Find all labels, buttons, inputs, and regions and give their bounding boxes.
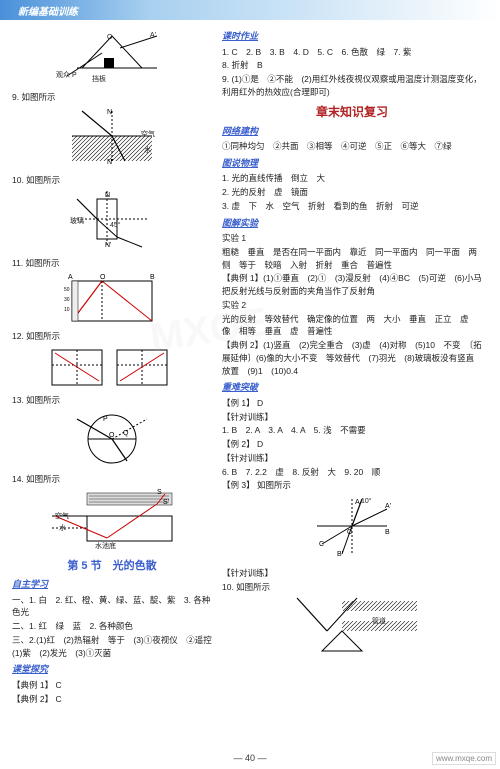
heading-ketang: 课堂探究 [12,663,212,677]
zn-l1: 【例 1】 D [222,397,482,410]
zn-h1: 【针对训练】 [222,411,482,424]
heading-tujie: 图解实验 [222,217,482,231]
label-shuichidi: 水池底 [95,542,116,553]
zn-l3: 【例 2】 D [222,438,482,451]
label-45: 45° [110,221,121,232]
svg-text:30: 30 [64,297,70,303]
svg-text:O: O [100,274,106,281]
content-columns: 观众 P 挡板 O A' 9. 如图所示 [0,20,500,706]
label-shui: 水 [144,146,151,157]
fig13-label: 13. 如图所示 [12,394,212,407]
svg-text:50: 50 [64,287,70,293]
label-Aprime: A' [150,31,156,42]
heading-tushuo: 图说物理 [222,157,482,171]
label-boli: 玻璃 [70,217,84,228]
ks1: 1. C 2. B 3. B 4. D 5. C 6. 色散 绿 7. 紫 [222,46,482,59]
zn-l5: 【例 3】 如图所示 [222,479,482,492]
zn-l6: 10. 如图所示 [222,581,482,594]
figure-14: O P Q [12,409,212,469]
label-guandao: 管道 [372,617,386,628]
title-review: 章末知识复习 [222,103,482,121]
sy1-b: 【典例 1】(1)①垂直 (2)① (3)漫反射 (4)④BC (5)可逆 (6… [222,272,482,298]
sec5-l4: 【典例 1】 C [12,679,212,692]
label-angle10: 10° [361,497,372,508]
figure-pipe-labels: 管道 [282,602,422,660]
ts3: 3. 虚 下 水 空气 折射 看到的鱼 折射 可逆 [222,200,482,213]
watermark-small: www.mxqe.com [432,752,496,765]
watermark-text: www.mxqe.com [436,754,492,763]
right-column: 课时作业 1. C 2. B 3. B 4. D 5. C 6. 色散 绿 7.… [222,26,482,706]
wl1: ①同种均匀 ②共面 ③相等 ④可逆 ⑤正 ⑥等大 ⑦绿 [222,140,482,153]
ts1: 1. 光的直线传播 倒立 大 [222,172,482,185]
heading-wangluo: 网络建构 [222,125,482,139]
zn-h3: 【针对训练】 [222,567,482,580]
sy1-t: 实验 1 [222,232,482,245]
svg-text:O: O [109,432,115,439]
fig12-label: 12. 如图所示 [12,330,212,343]
header-bar: 新编基础训练 [0,0,500,20]
sy2-t: 实验 2 [222,299,482,312]
figure-11-labels: 玻璃 45° [72,195,152,253]
sy2-a: 光的反射 等效替代 确定像的位置 两 大小 垂直 正立 虚 像 相等 垂直 虚 … [222,313,482,339]
sec5-l3: 三、2.(1)红 (2)热辐射 等于 (3)①夜视仪 ②遥控 (1)紫 (2)发… [12,634,212,660]
page-number: — 40 — [0,753,500,763]
figure-ex3-labels: 10° [307,499,397,563]
heading-zizhu: 自主学习 [12,578,212,592]
label-shui2: 水 [59,524,66,535]
label-kongqi: 空气 [141,130,155,141]
sec5-l1: 一、1. 白 2. 红、橙、黄、绿、蓝、靛、紫 3. 各种色光 [12,594,212,620]
header-title: 新编基础训练 [18,3,78,18]
sec5-l5: 【典例 2】 C [12,693,212,706]
fig11-label: 11. 如图所示 [12,257,212,270]
heading-zhongnan: 重难突破 [222,381,482,395]
ks3: 9. (1)①是 ②不能 (2)用红外线夜视仪观察或用温度计测温度变化，利用红外… [222,73,482,99]
label-dangban: 挡板 [92,75,106,86]
sec5-l2: 二、1. 红 绿 蓝 2. 各种颜色 [12,620,212,633]
figure-12: A B O 50 30 10 [12,271,212,326]
figure-9-labels: 观众 P 挡板 O A' [62,33,162,87]
heading-keshi: 课时作业 [222,30,482,44]
figure-10-labels: 空气 水 [67,112,157,170]
figure-pool-labels: 空气 水 水池底 [47,494,177,552]
page-root: MXQE 新编基础训练 观众 P 挡板 O A' [0,0,500,769]
svg-text:A: A [68,274,73,281]
sy2-b: 【典例 2】(1)竖直 (2)完全重合 (3)虚 (4)对称 (5)10 不变 … [222,339,482,377]
label-guanzhong: 观众 P [56,71,77,82]
svg-text:P: P [103,416,108,423]
figure-13 [12,345,212,390]
zn-l4: 6. B 7. 2.2 虚 8. 反射 大 9. 20 顺 [222,466,482,479]
fig10-label: 10. 如图所示 [12,174,212,187]
section-5-title: 第 5 节 光的色散 [12,558,212,575]
fig14-label: 14. 如图所示 [12,473,212,486]
svg-text:Q: Q [123,430,129,437]
label-kongqi2: 空气 [55,512,69,523]
zn-h2: 【针对训练】 [222,452,482,465]
sy1-a: 粗糙 垂直 是否在同一平面内 靠近 同一平面内 同一平面 两侧 等于 较暗 入射… [222,246,482,272]
zn-l2: 1. B 2. A 3. A 4. A 5. 浅 不需要 [222,424,482,437]
svg-text:10: 10 [64,307,70,313]
ks2: 8. 折射 B [222,59,482,72]
ts2: 2. 光的反射 虚 镜面 [222,186,482,199]
left-column: 观众 P 挡板 O A' 9. 如图所示 [12,26,212,706]
label-O: O [107,33,112,44]
svg-text:B: B [150,274,155,281]
fig9-label: 9. 如图所示 [12,91,212,104]
